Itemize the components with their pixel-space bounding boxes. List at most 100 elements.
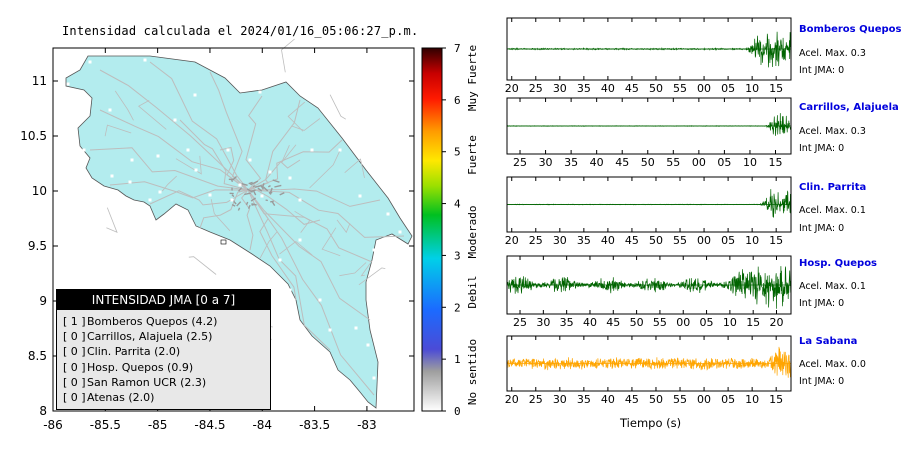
x-tick-label: -84: [252, 418, 272, 432]
colorbar-tick-label: 6: [454, 94, 461, 107]
station-name: Carrillos, Alajuela: [799, 102, 899, 113]
time-tick-label: 50: [630, 316, 644, 329]
station-int: Int JMA: 0: [799, 143, 845, 154]
time-tick-label: 15: [769, 82, 783, 95]
station-int: Int JMA: 0: [799, 65, 845, 76]
legend-label: Carrillos, Alajuela (2.5): [87, 330, 213, 344]
x-tick-label: -83.5: [299, 418, 330, 432]
y-tick-label: 8: [39, 404, 47, 418]
waveform-panel: 25 30 35 40 45 50 55 00 05 10 15 20: [506, 255, 792, 329]
y-tick-label: 10.5: [20, 129, 47, 143]
colorbar-category-label: Moderado: [466, 206, 479, 259]
road: [259, 231, 278, 259]
legend-bracket: [ 0 ]: [63, 360, 86, 374]
x-tick-label: -83: [357, 418, 377, 432]
time-tick-label: 40: [601, 82, 615, 95]
station-marker: [260, 194, 264, 198]
road: [247, 189, 371, 321]
road: [149, 61, 249, 191]
road: [269, 191, 273, 194]
time-tick-label: 30: [536, 316, 550, 329]
time-tick-label: 05: [721, 234, 735, 247]
station-marker: [398, 230, 402, 234]
time-tick-label: 10: [745, 393, 759, 406]
time-tick-label: 30: [553, 82, 567, 95]
time-tick-label: 10: [723, 316, 737, 329]
time-tick-label: 05: [721, 82, 735, 95]
waveform-frame: [506, 255, 792, 315]
road: [238, 187, 243, 192]
central-valley-roads: [228, 175, 285, 211]
time-tick-label: 15: [769, 156, 783, 169]
waveform-trace: [506, 189, 792, 218]
time-tick-label: 05: [721, 393, 735, 406]
x-tick-label: -85: [148, 418, 168, 432]
colorbar-tick-label: 1: [454, 353, 461, 366]
legend-list: [ 1 ]Bomberos Quepos (4.2) [ 0 ] Carrillo…: [57, 310, 270, 405]
time-tick-label: 50: [649, 234, 663, 247]
time-tick-label: 45: [625, 234, 639, 247]
road: [247, 189, 331, 351]
station-acel: Acel. Max. 0.3: [799, 126, 866, 137]
road: [257, 187, 263, 192]
legend-bracket: [ 1 ]: [63, 315, 86, 328]
station-acel: Acel. Max. 0.1: [799, 205, 866, 216]
station-marker: [358, 194, 362, 198]
road: [251, 180, 259, 185]
colorbar-tick-label: 5: [454, 146, 461, 159]
colorbar-tick-label: 4: [454, 198, 461, 211]
road: [260, 185, 264, 190]
road: [270, 200, 274, 203]
station-marker: [288, 288, 292, 292]
map-y-axis: 11 10.5 10 9.5 9 8.5 8: [20, 74, 414, 418]
time-tick-label: 20: [770, 316, 784, 329]
time-tick-label: 00: [692, 156, 706, 169]
colorbar-tick-label: 2: [454, 301, 461, 314]
road: [261, 183, 265, 188]
time-tick-label: 45: [615, 156, 629, 169]
waveform-trace: [506, 113, 792, 136]
road: [231, 203, 236, 207]
road: [309, 148, 342, 189]
time-tick-label: 30: [539, 156, 553, 169]
road: [248, 181, 253, 185]
station-name: Hosp. Quepos: [799, 258, 878, 269]
intensity-legend: INTENSIDAD JMA [0 a 7] [ 1 ]Bomberos Que…: [56, 289, 271, 410]
station-name: La Sabana: [799, 336, 858, 347]
road: [294, 210, 311, 233]
road: [281, 38, 295, 73]
road: [251, 203, 257, 206]
time-tick-label: 20: [505, 393, 519, 406]
time-tick-label: 40: [583, 316, 597, 329]
station-marker: [173, 118, 177, 122]
station-acel: Acel. Max. 0.1: [799, 281, 866, 292]
road: [267, 184, 271, 188]
colorbar-category-label: Debil: [466, 275, 479, 308]
time-tick-label: 50: [649, 393, 663, 406]
road: [247, 189, 405, 238]
road: [219, 146, 249, 191]
time-tick-label: 35: [560, 316, 574, 329]
legend-item: [ 0 ]Hosp. Quepos (0.9): [63, 360, 270, 375]
station-marker: [318, 298, 322, 302]
y-tick-label: 10: [32, 184, 47, 198]
time-tick-label: 55: [673, 393, 687, 406]
station-marker: [268, 170, 272, 174]
map-frame: [52, 47, 415, 412]
road: [339, 262, 367, 277]
station-marker: [248, 158, 252, 162]
legend-label: Bomberos Quepos (4.2): [87, 315, 218, 328]
time-tick-label: 10: [745, 234, 759, 247]
station-marker: [372, 248, 376, 252]
time-tick-label: 00: [697, 82, 711, 95]
time-tick-label: 20: [505, 82, 519, 95]
map-title: Intensidad calculada el 2024/01/16_05:06…: [62, 24, 419, 38]
station-marker: [230, 198, 234, 202]
time-tick-label: 35: [577, 82, 591, 95]
road: [247, 188, 381, 207]
road: [336, 219, 351, 234]
road: [109, 181, 249, 199]
station-marker: [193, 93, 197, 97]
legend-label: San Ramon UCR (2.3): [87, 375, 207, 389]
road: [321, 227, 341, 257]
